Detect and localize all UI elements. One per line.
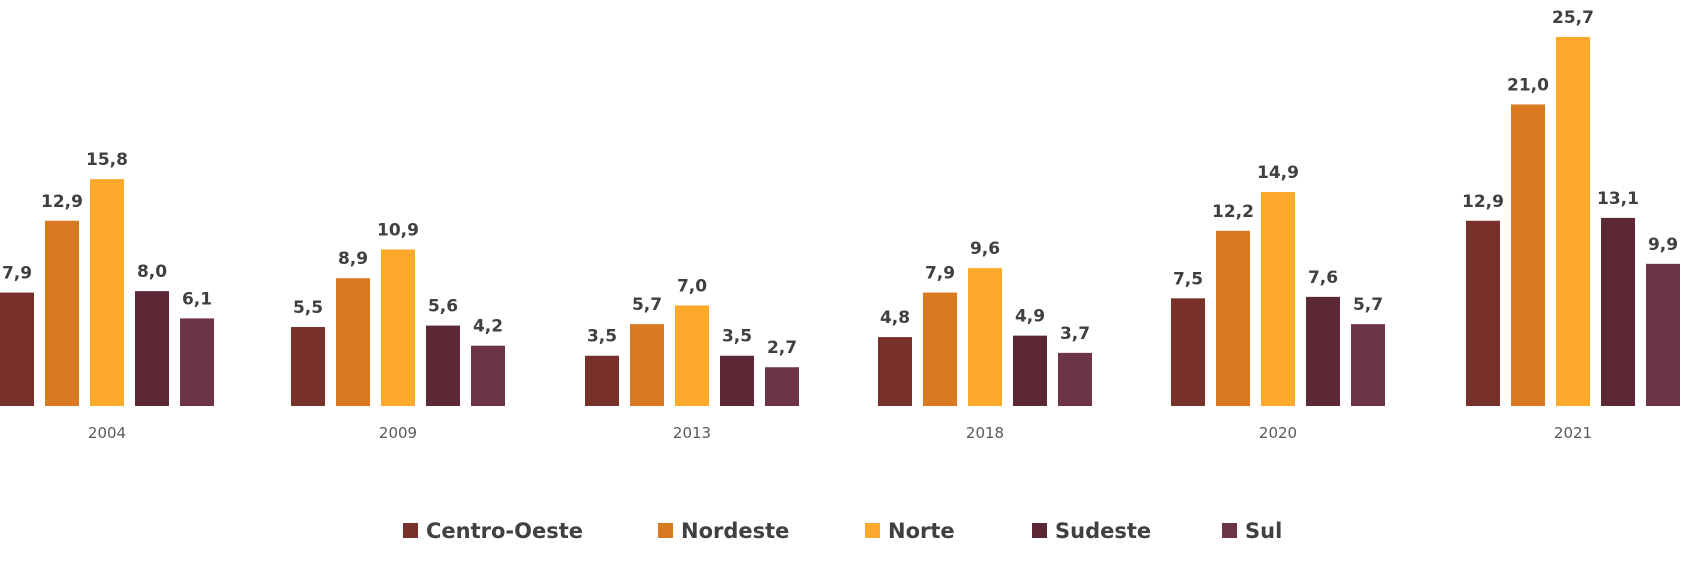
value-label-centro-oeste-2009: 5,5 xyxy=(293,298,323,318)
bar-norte-2013 xyxy=(675,305,709,406)
bar-sul-2013 xyxy=(765,367,799,406)
value-label-norte-2013: 7,0 xyxy=(677,276,707,296)
value-labels-layer: 7,9 12,9 15,8 8,0 6,1 5,5 8,9 10,9 5,6 4,2 3,5 5,7 7… xyxy=(2,8,1678,358)
value-label-centro-oeste-2018: 4,8 xyxy=(880,308,910,328)
value-label-sudeste-2013: 3,5 xyxy=(722,327,752,347)
value-label-nordeste-2018: 7,9 xyxy=(925,264,955,284)
bar-centro-oeste-2021 xyxy=(1466,220,1500,406)
bar-centro-oeste-2020 xyxy=(1171,298,1205,406)
bar-nordeste-2020 xyxy=(1216,230,1250,406)
legend-swatch-nordeste xyxy=(658,523,673,538)
bar-centro-oeste-2009 xyxy=(291,327,325,406)
value-label-sudeste-2009: 5,6 xyxy=(428,297,458,317)
legend-label-sudeste: Sudeste xyxy=(1055,519,1151,543)
bar-sudeste-2020 xyxy=(1306,296,1340,406)
value-label-norte-2009: 10,9 xyxy=(377,220,419,240)
bar-norte-2004 xyxy=(90,179,124,406)
legend-swatch-centro-oeste xyxy=(403,523,418,538)
bar-norte-2018 xyxy=(968,268,1002,406)
x-tick-label-2013: 2013 xyxy=(673,424,711,442)
value-label-nordeste-2021: 21,0 xyxy=(1507,75,1549,95)
bar-norte-2009 xyxy=(381,249,415,406)
x-tick-label-2021: 2021 xyxy=(1554,424,1592,442)
value-label-nordeste-2004: 12,9 xyxy=(41,192,83,212)
bar-sudeste-2013 xyxy=(720,355,754,406)
value-label-sul-2020: 5,7 xyxy=(1353,295,1383,315)
bar-norte-2021 xyxy=(1556,36,1590,407)
x-tick-label-2018: 2018 xyxy=(966,424,1004,442)
bar-centro-oeste-2013 xyxy=(585,355,619,406)
value-label-centro-oeste-2021: 12,9 xyxy=(1462,192,1504,212)
value-label-norte-2018: 9,6 xyxy=(970,239,1000,259)
legend: Centro-Oeste Nordeste Norte Sudeste Sul xyxy=(403,519,1282,543)
value-label-norte-2004: 15,8 xyxy=(86,150,128,170)
value-label-nordeste-2013: 5,7 xyxy=(632,295,662,315)
bar-norte-2020 xyxy=(1261,192,1295,406)
bar-nordeste-2013 xyxy=(630,324,664,406)
value-label-centro-oeste-2020: 7,5 xyxy=(1173,269,1203,289)
value-label-sul-2004: 6,1 xyxy=(182,289,212,309)
bar-centro-oeste-2004 xyxy=(0,292,34,406)
bar-sul-2020 xyxy=(1351,324,1385,406)
value-label-centro-oeste-2013: 3,5 xyxy=(587,327,617,347)
bar-sul-2021 xyxy=(1646,263,1680,406)
bar-nordeste-2009 xyxy=(336,278,370,406)
bar-sudeste-2009 xyxy=(426,325,460,406)
bar-sul-2009 xyxy=(471,345,505,406)
value-label-sul-2009: 4,2 xyxy=(473,317,503,337)
legend-swatch-norte xyxy=(865,523,880,538)
x-tick-label-2004: 2004 xyxy=(88,424,126,442)
value-label-centro-oeste-2004: 7,9 xyxy=(2,264,32,284)
value-label-nordeste-2009: 8,9 xyxy=(338,249,368,269)
legend-swatch-sudeste xyxy=(1032,523,1047,538)
bar-sudeste-2021 xyxy=(1601,217,1635,406)
bar-nordeste-2021 xyxy=(1511,104,1545,406)
value-label-norte-2021: 25,7 xyxy=(1552,8,1594,28)
value-label-sul-2013: 2,7 xyxy=(767,338,797,358)
bar-nordeste-2004 xyxy=(45,220,79,406)
bars-layer xyxy=(0,36,1680,407)
legend-label-sul: Sul xyxy=(1245,519,1282,543)
x-tick-label-2020: 2020 xyxy=(1259,424,1297,442)
value-label-sul-2018: 3,7 xyxy=(1060,324,1090,344)
value-label-sul-2021: 9,9 xyxy=(1648,235,1678,255)
x-tick-label-2009: 2009 xyxy=(379,424,417,442)
bar-sudeste-2018 xyxy=(1013,335,1047,406)
value-label-sudeste-2020: 7,6 xyxy=(1308,268,1338,288)
legend-swatch-sul xyxy=(1222,523,1237,538)
legend-label-centro-oeste: Centro-Oeste xyxy=(426,519,583,543)
value-label-sudeste-2021: 13,1 xyxy=(1597,189,1639,209)
legend-label-nordeste: Nordeste xyxy=(681,519,789,543)
bar-centro-oeste-2018 xyxy=(878,337,912,406)
value-label-nordeste-2020: 12,2 xyxy=(1212,202,1254,222)
x-axis-ticks: 2004 2009 2013 2018 2020 2021 xyxy=(88,424,1592,442)
value-label-sudeste-2018: 4,9 xyxy=(1015,307,1045,327)
value-label-sudeste-2004: 8,0 xyxy=(137,262,167,282)
value-label-norte-2020: 14,9 xyxy=(1257,163,1299,183)
bar-nordeste-2018 xyxy=(923,292,957,406)
bar-sul-2018 xyxy=(1058,352,1092,406)
bar-sudeste-2004 xyxy=(135,291,169,406)
bar-sul-2004 xyxy=(180,318,214,406)
legend-label-norte: Norte xyxy=(888,519,955,543)
